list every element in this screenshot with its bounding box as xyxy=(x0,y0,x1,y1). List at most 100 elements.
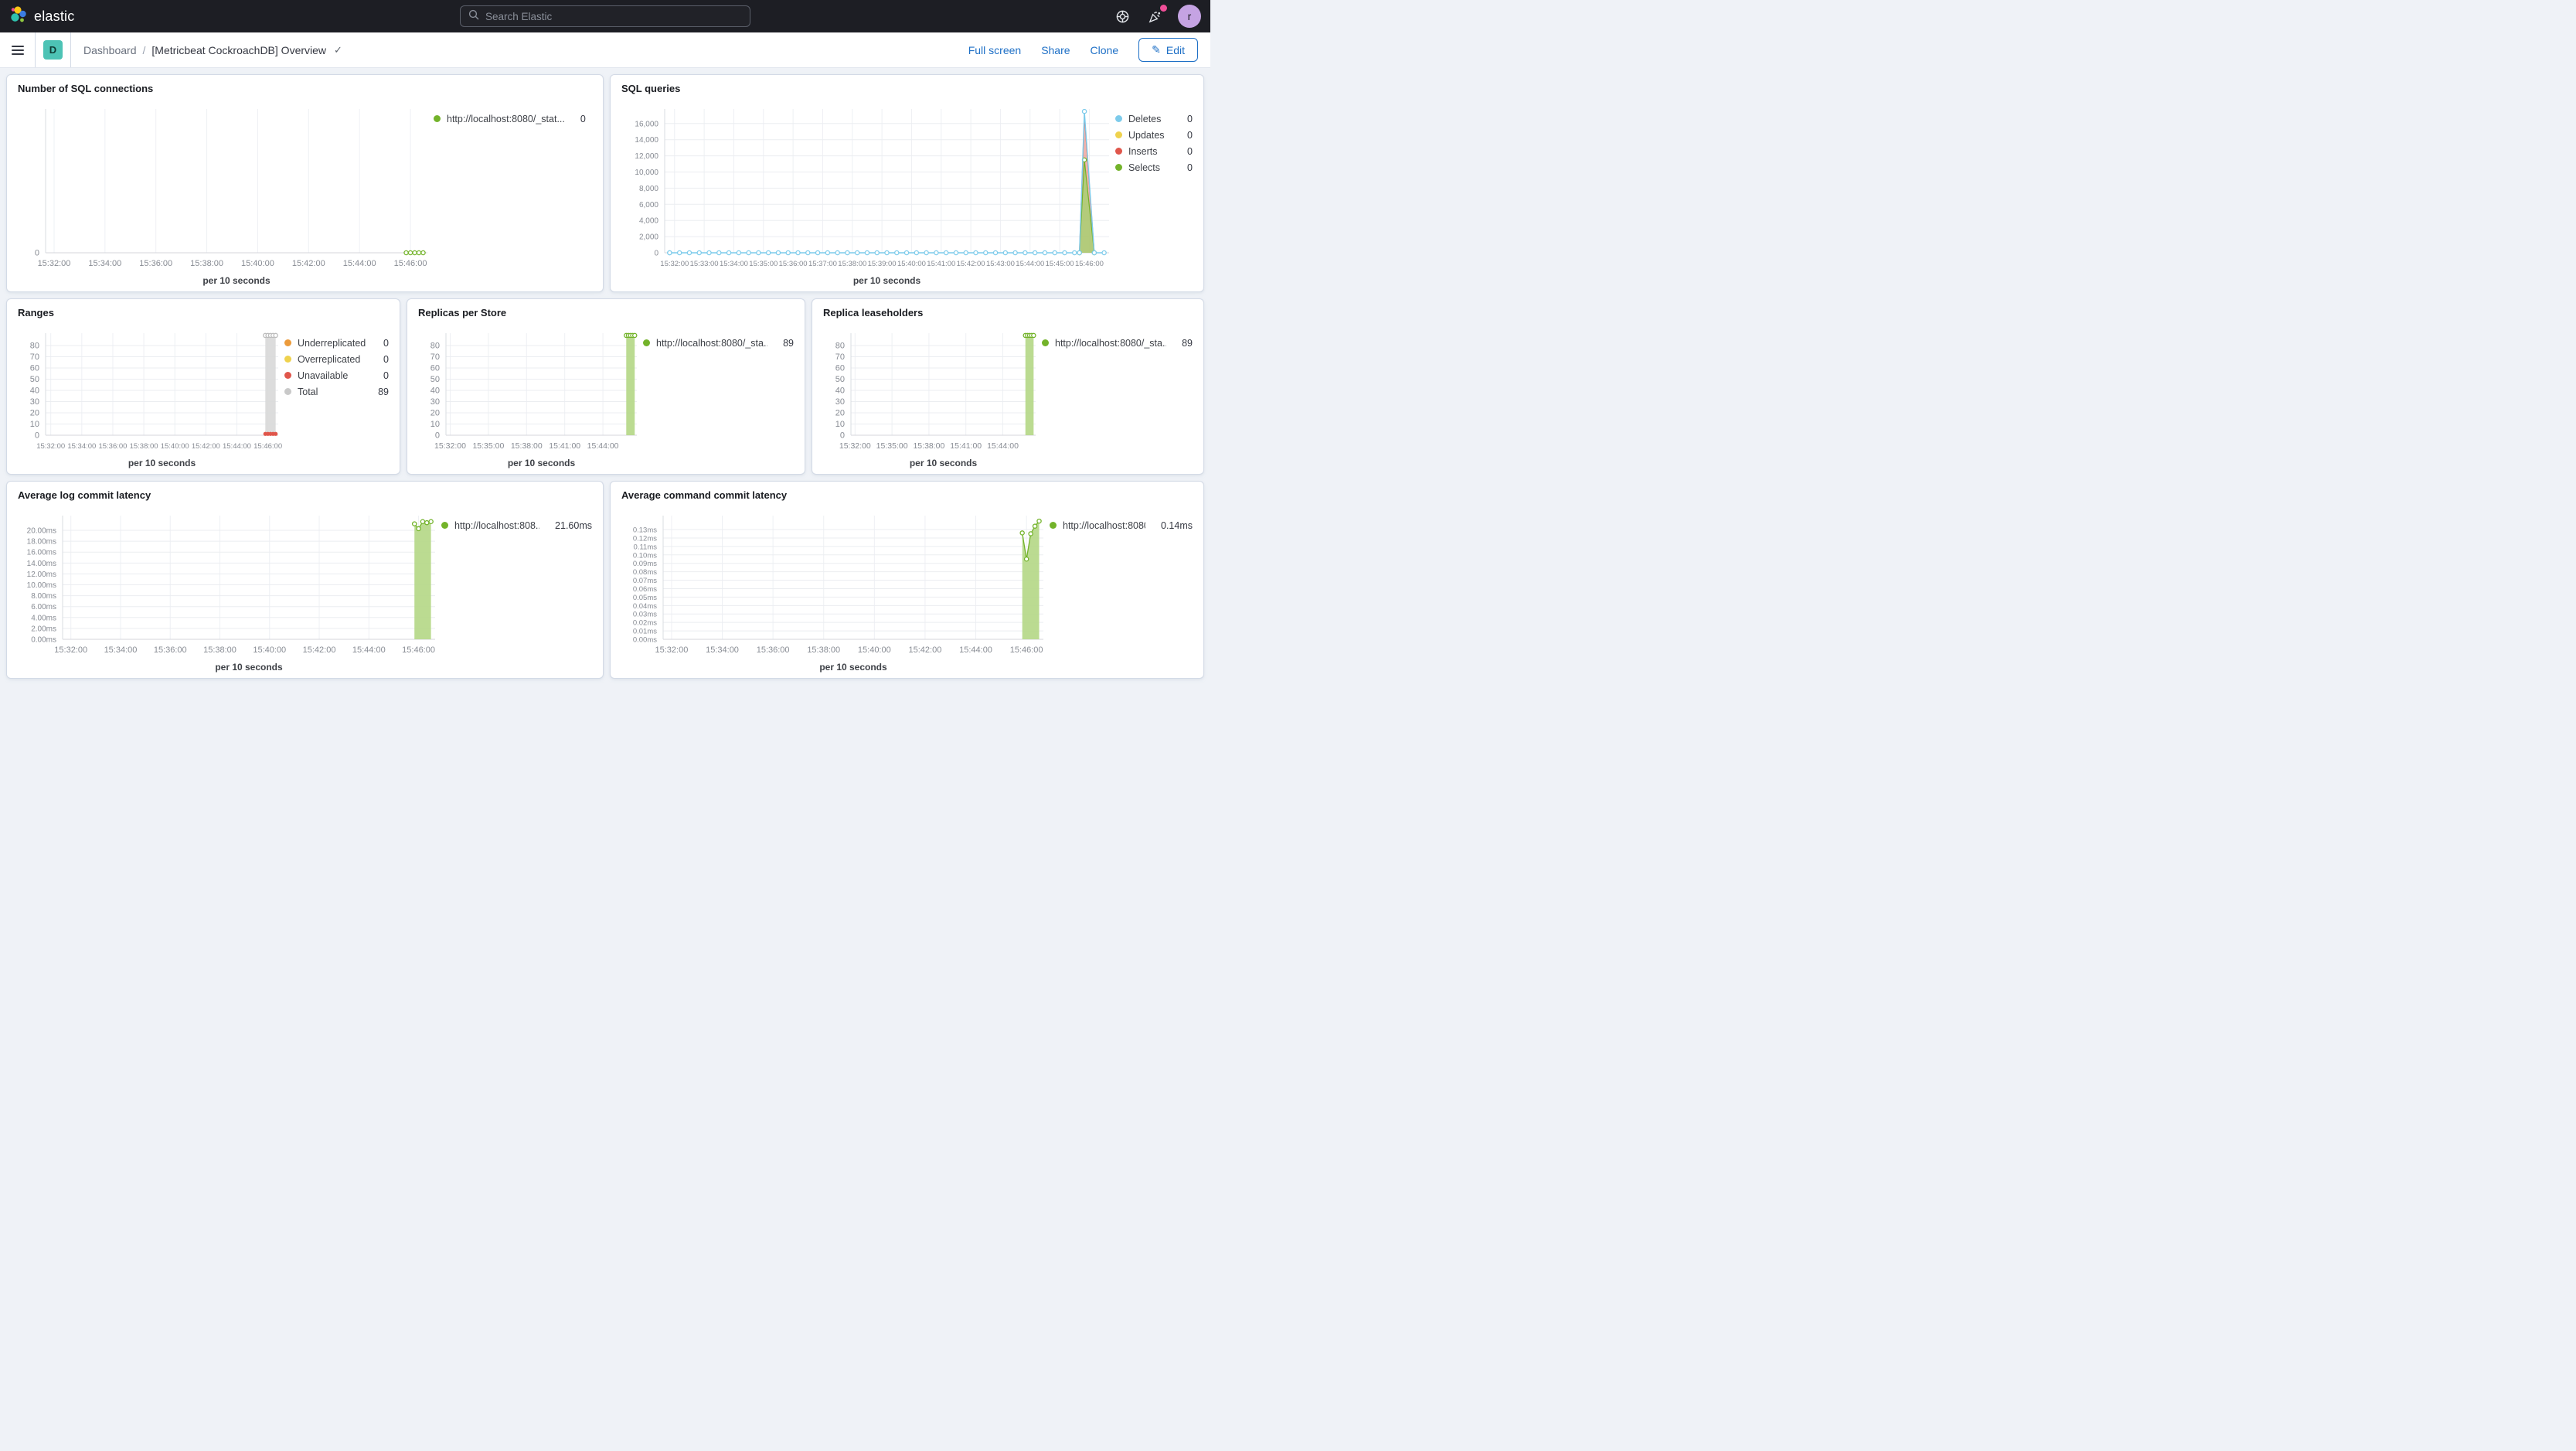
svg-text:30: 30 xyxy=(30,397,39,407)
chart-avg-log-commit-latency[interactable]: 15:32:00 15:34:00 15:36:00 15:38:00 15:40:00… xyxy=(18,508,441,675)
svg-text:10,000: 10,000 xyxy=(635,169,658,177)
legend-value: 0 xyxy=(383,353,389,365)
chart-sql-queries[interactable]: 15:32:00 15:33:00 15:34:00 15:35:00 15:36:00… xyxy=(621,101,1115,288)
legend-item[interactable]: Overreplicated 0 xyxy=(284,351,389,367)
legend-label: http://localhost:8080... xyxy=(1063,519,1145,531)
breadcrumb-dashboard-link[interactable]: Dashboard xyxy=(83,43,137,56)
svg-text:15:42:00: 15:42:00 xyxy=(303,645,336,655)
legend-item[interactable]: Deletes 0 xyxy=(1115,111,1193,127)
legend-swatch xyxy=(284,372,291,379)
legend-item[interactable]: http://localhost:8080/_sta... 89 xyxy=(1042,335,1193,351)
svg-text:15:46:00: 15:46:00 xyxy=(1075,260,1104,268)
breadcrumb-separator: / xyxy=(142,43,146,56)
svg-text:80: 80 xyxy=(30,341,39,350)
legend-label: Unavailable xyxy=(298,370,349,381)
svg-text:60: 60 xyxy=(30,363,39,373)
svg-text:15:36:00: 15:36:00 xyxy=(98,442,127,451)
panel-replica-leaseholders: Replica leaseholders 15:32:00 15:35:00 15:… xyxy=(812,298,1204,475)
svg-text:8.00ms: 8.00ms xyxy=(31,592,56,601)
hamburger-menu-icon[interactable] xyxy=(0,32,36,67)
svg-text:70: 70 xyxy=(430,353,440,362)
svg-text:15:35:00: 15:35:00 xyxy=(749,260,778,268)
chart-avg-command-commit-latency[interactable]: 15:32:00 15:34:00 15:36:00 15:38:00 15:40:00… xyxy=(621,508,1050,675)
search-input[interactable] xyxy=(485,10,742,22)
svg-text:0: 0 xyxy=(35,249,39,258)
legend-item[interactable]: http://localhost:8080/_stat... 0 xyxy=(434,111,592,127)
svg-text:50: 50 xyxy=(430,375,440,384)
chart-replicas-per-store[interactable]: 15:32:00 15:35:00 15:38:00 15:41:00 15:44:00… xyxy=(418,325,643,471)
svg-text:per 10 seconds: per 10 seconds xyxy=(853,275,921,286)
user-avatar[interactable]: r xyxy=(1178,5,1201,28)
svg-text:15:45:00: 15:45:00 xyxy=(1046,260,1074,268)
svg-text:8,000: 8,000 xyxy=(639,185,658,193)
svg-text:60: 60 xyxy=(835,363,845,373)
notification-dot xyxy=(1160,5,1167,12)
svg-text:15:32:00: 15:32:00 xyxy=(839,441,871,451)
legend-item[interactable]: Unavailable 0 xyxy=(284,367,389,383)
svg-text:6,000: 6,000 xyxy=(639,201,658,209)
legend-label: http://localhost:8080/_sta... xyxy=(656,337,768,349)
legend-label: Underreplicated xyxy=(298,337,366,349)
global-search[interactable] xyxy=(460,5,750,27)
legend-swatch xyxy=(441,522,448,529)
avg-log-commit-latency-plot: 15:32:00 15:34:00 15:36:00 15:38:00 15:40:00… xyxy=(27,516,435,673)
panel-sql-connections: Number of SQL connections 15:32:00 15:34:… xyxy=(6,74,604,292)
svg-text:20: 20 xyxy=(430,408,440,417)
legend-value: 0 xyxy=(1187,162,1193,173)
chart-ranges[interactable]: 15:32:00 15:34:00 15:36:00 15:38:00 15:40:00… xyxy=(18,325,284,471)
full-screen-button[interactable]: Full screen xyxy=(968,43,1022,56)
svg-text:per 10 seconds: per 10 seconds xyxy=(910,458,978,468)
svg-text:15:39:00: 15:39:00 xyxy=(868,260,897,268)
svg-text:15:32:00: 15:32:00 xyxy=(54,645,87,655)
legend-item[interactable]: Inserts 0 xyxy=(1115,143,1193,159)
svg-text:15:37:00: 15:37:00 xyxy=(808,260,837,268)
edit-button[interactable]: ✎ Edit xyxy=(1138,38,1198,62)
svg-text:15:40:00: 15:40:00 xyxy=(161,442,189,451)
dashboard-space-badge[interactable]: D xyxy=(43,40,63,60)
legend-item[interactable]: http://localhost:8080/_sta... 89 xyxy=(643,335,794,351)
clone-button[interactable]: Clone xyxy=(1090,43,1119,56)
search-icon xyxy=(468,9,479,24)
chart-legend: http://localhost:8080/_sta... 89 xyxy=(643,325,794,471)
svg-text:10: 10 xyxy=(835,420,845,429)
svg-text:15:34:00: 15:34:00 xyxy=(67,442,96,451)
chart-replica-leaseholders[interactable]: 15:32:00 15:35:00 15:38:00 15:41:00 15:44:00… xyxy=(823,325,1042,471)
svg-text:15:36:00: 15:36:00 xyxy=(139,259,172,268)
legend-label: http://localhost:8080/_stat... xyxy=(447,113,565,124)
svg-text:10.00ms: 10.00ms xyxy=(27,581,56,590)
legend-item[interactable]: http://localhost:808... 21.60ms xyxy=(441,517,592,533)
chart-legend: http://localhost:8080/_sta... 89 xyxy=(1042,325,1193,471)
svg-text:50: 50 xyxy=(835,375,845,384)
panel-avg-command-commit-latency: Average command commit latency 15:32:00 1… xyxy=(610,481,1204,679)
svg-text:15:40:00: 15:40:00 xyxy=(241,259,274,268)
legend-item[interactable]: Selects 0 xyxy=(1115,159,1193,175)
svg-text:0.05ms: 0.05ms xyxy=(633,594,657,602)
legend-item[interactable]: Underreplicated 0 xyxy=(284,335,389,351)
svg-text:15:35:00: 15:35:00 xyxy=(472,441,504,451)
legend-item[interactable]: Total 89 xyxy=(284,383,389,400)
svg-text:per 10 seconds: per 10 seconds xyxy=(202,275,271,286)
svg-text:15:32:00: 15:32:00 xyxy=(660,260,689,268)
svg-text:15:42:00: 15:42:00 xyxy=(192,442,220,451)
svg-text:15:41:00: 15:41:00 xyxy=(950,441,982,451)
help-lifebuoy-icon[interactable] xyxy=(1113,7,1131,26)
svg-text:16,000: 16,000 xyxy=(635,120,658,128)
legend-label: http://localhost:8080/_sta... xyxy=(1055,337,1167,349)
svg-text:0: 0 xyxy=(435,431,440,441)
legend-label: Updates xyxy=(1128,129,1165,141)
legend-swatch xyxy=(1115,148,1122,155)
chart-sql-connections[interactable]: 15:32:00 15:34:00 15:36:00 15:38:00 15:40:00… xyxy=(18,101,434,288)
check-icon[interactable]: ✓ xyxy=(334,43,342,56)
share-button[interactable]: Share xyxy=(1041,43,1070,56)
legend-item[interactable]: Updates 0 xyxy=(1115,127,1193,143)
svg-text:0.02ms: 0.02ms xyxy=(633,619,657,628)
replica-leaseholders-plot: 15:32:00 15:35:00 15:38:00 15:41:00 15:44:00… xyxy=(835,332,1036,468)
legend-value: 0 xyxy=(580,113,586,124)
legend-value: 21.60ms xyxy=(555,519,592,531)
legend-item[interactable]: http://localhost:8080... 0.14ms xyxy=(1050,517,1193,533)
svg-text:60: 60 xyxy=(430,363,440,373)
svg-text:15:34:00: 15:34:00 xyxy=(720,260,748,268)
news-feed-icon[interactable] xyxy=(1145,5,1167,26)
svg-text:80: 80 xyxy=(430,341,440,350)
svg-text:15:46:00: 15:46:00 xyxy=(402,645,435,655)
